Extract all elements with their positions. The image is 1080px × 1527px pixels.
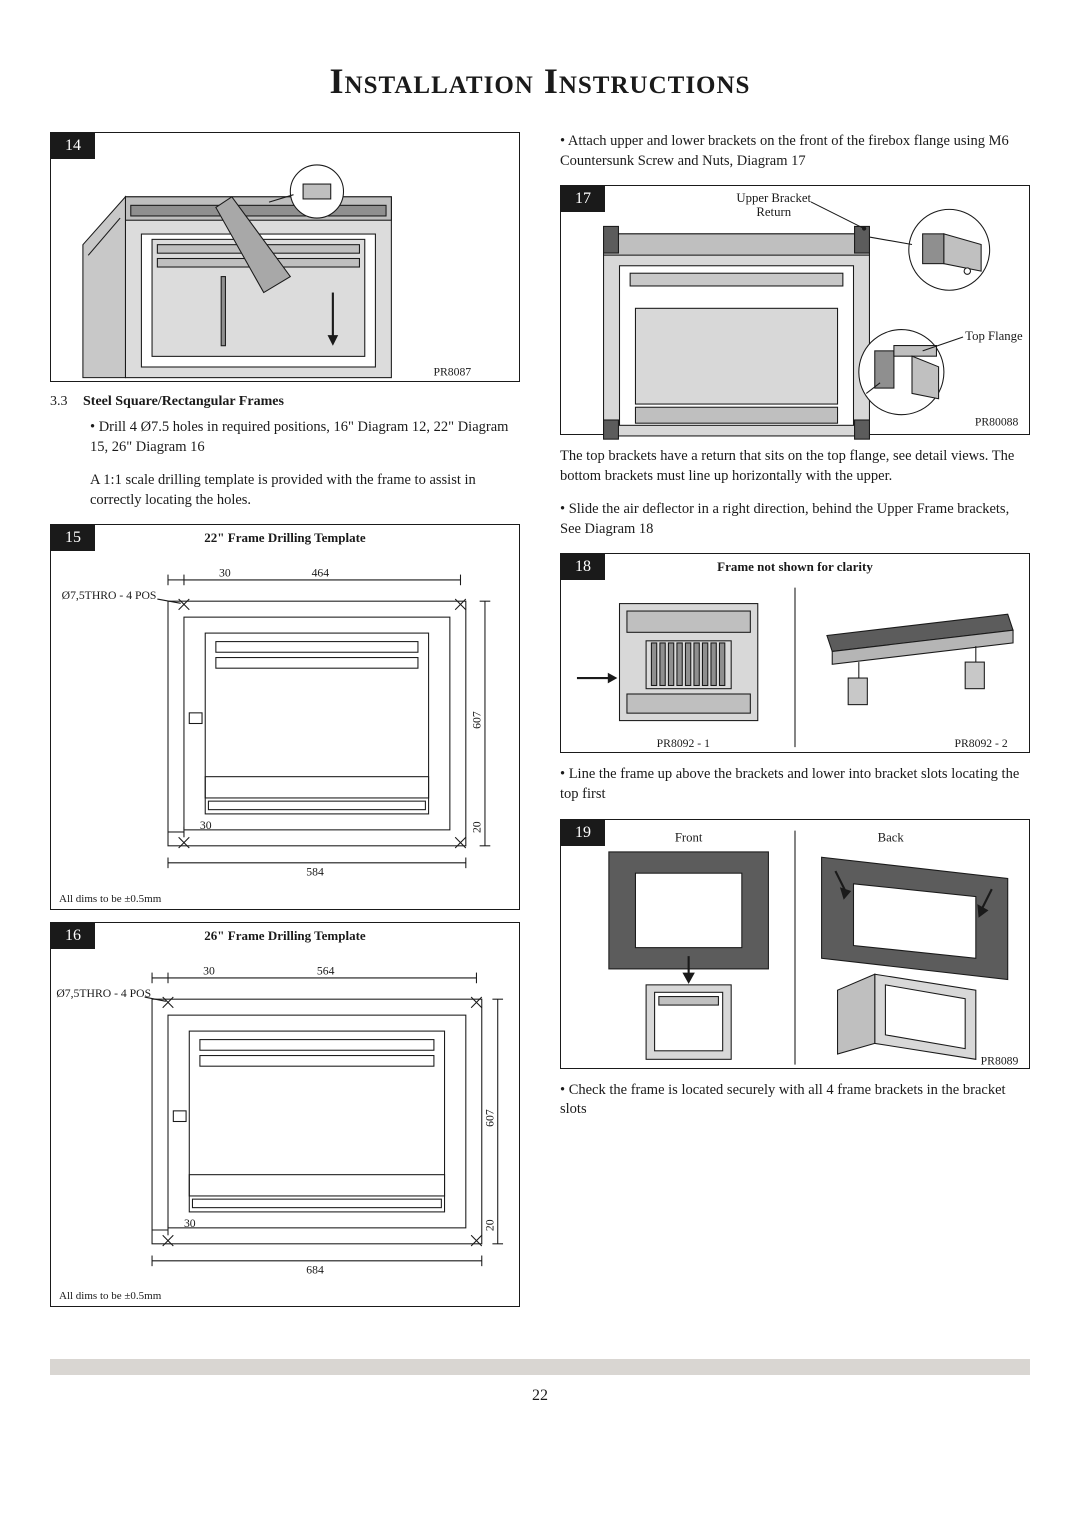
left-column: 14 bbox=[50, 132, 520, 1319]
right-para-4: • Line the frame up above the brackets a… bbox=[560, 765, 1030, 804]
svg-text:PR8089: PR8089 bbox=[981, 1054, 1019, 1067]
right-para-2: The top brackets have a return that sits… bbox=[560, 447, 1030, 486]
svg-text:30: 30 bbox=[184, 1216, 196, 1229]
svg-text:PR8092 - 2: PR8092 - 2 bbox=[954, 738, 1007, 751]
right-para-1: • Attach upper and lower brackets on the… bbox=[560, 132, 1030, 171]
svg-text:Front: Front bbox=[675, 830, 703, 844]
diagram-15-tolerance: All dims to be ±0.5mm bbox=[51, 889, 519, 909]
diagram-16-tolerance: All dims to be ±0.5mm bbox=[51, 1286, 519, 1306]
svg-text:PR8092 - 1: PR8092 - 1 bbox=[657, 738, 710, 751]
svg-text:30: 30 bbox=[200, 819, 212, 832]
diagram-17: 17 bbox=[560, 185, 1030, 435]
left-para-2: A 1:1 scale drilling template is provide… bbox=[50, 471, 520, 510]
svg-text:Top Flange: Top Flange bbox=[965, 329, 1023, 343]
svg-text:607: 607 bbox=[471, 711, 484, 729]
diagram-16: 16 26" Frame Drilling Template bbox=[50, 922, 520, 1307]
diagram-18-number: 18 bbox=[561, 554, 605, 580]
diagram-15-title: 22" Frame Drilling Template bbox=[51, 525, 519, 548]
diagram-16-number: 16 bbox=[51, 923, 95, 949]
diagram-18: 18 Frame not shown for clarity bbox=[560, 553, 1030, 753]
svg-text:Ø7,5THRO - 4 POS: Ø7,5THRO - 4 POS bbox=[56, 987, 151, 1000]
svg-text:Ø7,5THRO - 4 POS: Ø7,5THRO - 4 POS bbox=[62, 589, 157, 602]
svg-text:564: 564 bbox=[317, 964, 335, 977]
svg-text:607: 607 bbox=[483, 1109, 496, 1127]
diagram-19-number: 19 bbox=[561, 820, 605, 846]
right-column: • Attach upper and lower brackets on the… bbox=[560, 132, 1030, 1319]
right-para-5: • Check the frame is located securely wi… bbox=[560, 1081, 1030, 1120]
svg-text:Upper Bracket: Upper Bracket bbox=[736, 191, 811, 205]
svg-text:464: 464 bbox=[312, 567, 330, 580]
svg-text:584: 584 bbox=[306, 866, 324, 879]
left-para-1: • Drill 4 Ø7.5 holes in required positio… bbox=[50, 418, 520, 457]
diagram-15: 15 22" Frame Drilling Template bbox=[50, 524, 520, 909]
diagram-14: 14 bbox=[50, 132, 520, 382]
svg-text:20: 20 bbox=[483, 1219, 496, 1231]
diagram-18-title: Frame not shown for clarity bbox=[561, 554, 1029, 577]
diagram-17-number: 17 bbox=[561, 186, 605, 212]
page-number: 22 bbox=[50, 1387, 1030, 1405]
diagram-14-part: PR8087 bbox=[433, 366, 471, 379]
svg-text:20: 20 bbox=[471, 821, 484, 833]
footer-bar bbox=[50, 1359, 1030, 1375]
diagram-16-title: 26" Frame Drilling Template bbox=[51, 923, 519, 946]
svg-text:PR80088: PR80088 bbox=[975, 415, 1019, 428]
svg-text:684: 684 bbox=[306, 1263, 324, 1276]
diagram-14-number: 14 bbox=[51, 133, 95, 159]
right-para-3: • Slide the air deflector in a right dir… bbox=[560, 500, 1030, 539]
content-columns: 14 bbox=[50, 132, 1030, 1319]
svg-text:Return: Return bbox=[756, 205, 791, 219]
page-title: Installation Instructions bbox=[50, 60, 1030, 102]
svg-text:30: 30 bbox=[219, 567, 231, 580]
svg-text:30: 30 bbox=[203, 964, 215, 977]
diagram-19: 19 Front Back bbox=[560, 819, 1030, 1069]
diagram-15-number: 15 bbox=[51, 525, 95, 551]
svg-text:Back: Back bbox=[878, 830, 905, 844]
